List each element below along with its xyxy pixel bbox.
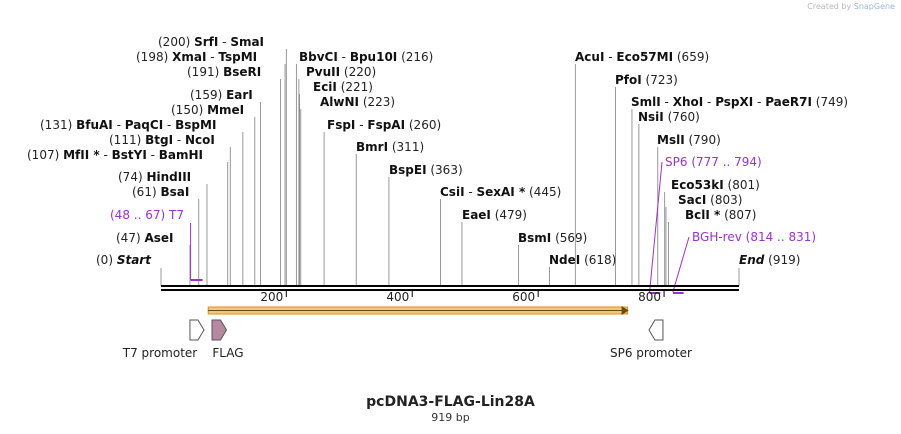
site-label: (131) BfuAI - PaqCI - BspMI	[40, 118, 216, 132]
site-label: EaeI (479)	[462, 208, 527, 222]
start-label: (0) Start	[96, 253, 152, 267]
site-label: (200) SrfI - SmaI	[158, 35, 264, 49]
axis-tick-label: 400	[386, 290, 409, 304]
primer-leader	[649, 161, 663, 293]
site-label: PvuII (220)	[306, 65, 376, 79]
feature-arrow	[211, 319, 228, 341]
site-label: MslI (790)	[657, 133, 721, 147]
feature-arrow	[648, 319, 664, 341]
plasmid-title: pcDNA3-FLAG-Lin28A	[366, 394, 535, 410]
site-label: (150) MmeI	[171, 103, 244, 117]
site-label: AcuI - Eco57MI (659)	[575, 50, 709, 64]
end-label: End (919)	[739, 253, 800, 267]
site-label: FspI - FspAI (260)	[327, 118, 441, 132]
site-label: (74) HindIII	[118, 170, 191, 184]
site-label: EciI (221)	[313, 80, 373, 94]
axis-tick-label: 600	[512, 290, 535, 304]
site-label: (107) MfII * - BstYI - BamHI	[27, 148, 203, 162]
feature-label: FLAG	[212, 346, 243, 360]
site-label: BbvCI - Bpu10I (216)	[299, 50, 433, 64]
site-label: CsiI - SexAI * (445)	[440, 185, 561, 199]
site-label: (198) XmaI - TspMI	[136, 50, 257, 64]
plasmid-length: 919 bp	[431, 411, 470, 424]
primer-leader	[672, 236, 690, 293]
site-label: (47) AseI	[116, 231, 174, 245]
feature-label: SP6 promoter	[610, 346, 692, 360]
primer-label: SP6 (777 .. 794)	[665, 155, 762, 169]
feature-arrow	[189, 319, 205, 341]
site-label: NdeI (618)	[549, 253, 616, 267]
site-label: (111) BtgI - NcoI	[109, 133, 215, 147]
orf-arrowhead	[621, 306, 629, 315]
snapgene-credit: Created by SnapGene	[807, 2, 895, 11]
site-label: SmlI - XhoI - PspXI - PaeR7I (749)	[631, 95, 848, 109]
primer-label: BGH-rev (814 .. 831)	[692, 230, 816, 244]
site-label: PfoI (723)	[615, 73, 678, 87]
site-label: NsiI (760)	[638, 110, 700, 124]
site-label: BclI * (807)	[685, 208, 756, 222]
feature-label: T7 promoter	[122, 346, 198, 360]
site-label: (191) BseRI	[187, 65, 261, 79]
site-label: AlwNI (223)	[320, 95, 395, 109]
site-label: SacI (803)	[678, 193, 742, 207]
site-label: (61) BsaI	[132, 185, 189, 199]
primer-label: (48 .. 67) T7	[110, 208, 184, 222]
site-label: BsmI (569)	[518, 231, 587, 245]
axis-tick-label: 200	[260, 290, 283, 304]
site-label: BspEI (363)	[389, 163, 463, 177]
site-label: BmrI (311)	[356, 140, 424, 154]
axis-tick-label: 800	[638, 290, 661, 304]
site-label: Eco53kI (801)	[671, 178, 760, 192]
site-label: (159) EarI	[190, 88, 253, 102]
